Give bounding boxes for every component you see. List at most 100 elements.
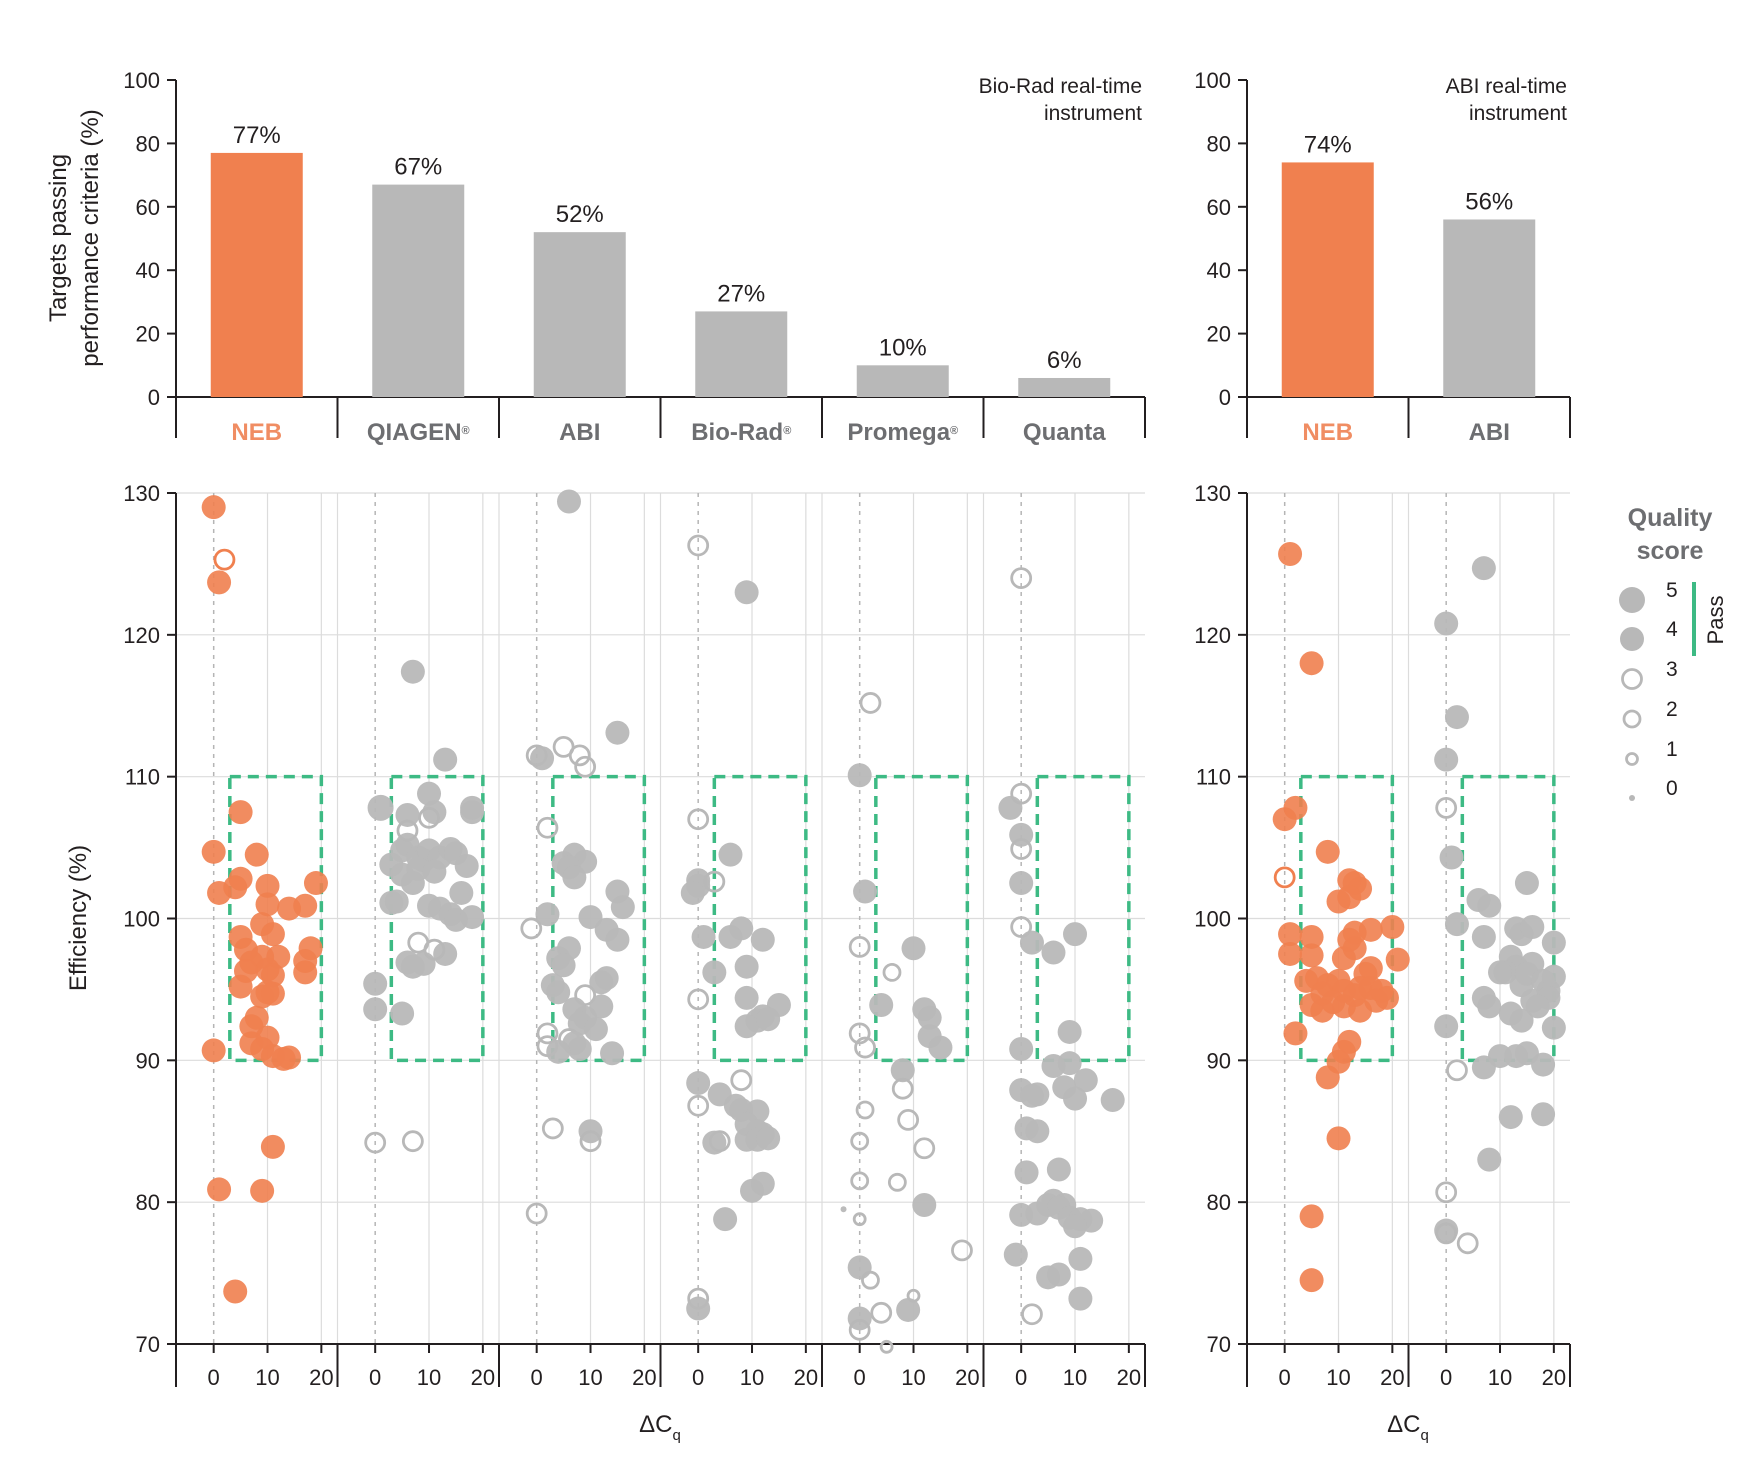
legend-score-label: 2 [1666, 698, 1678, 721]
data-point-quanta [1041, 1054, 1066, 1079]
data-point-bio-rad [718, 842, 743, 867]
data-point-bio-rad [734, 580, 759, 605]
data-point-neb [207, 880, 232, 905]
y-tick-label: 90 [136, 1048, 160, 1073]
y-tick-label: 80 [1207, 131, 1231, 156]
y-tick-label: 100 [123, 68, 160, 93]
data-point-promega [840, 1206, 847, 1213]
data-point-quanta [1003, 1242, 1028, 1267]
data-point-abi [530, 746, 555, 771]
data-point-qiagen [401, 1130, 424, 1153]
data-point-neb [1272, 807, 1297, 832]
data-point-neb [1299, 1204, 1324, 1229]
data-point-promega [848, 1318, 871, 1341]
data-point-abi [568, 744, 591, 767]
bar-value-label: 10% [879, 334, 927, 361]
data-point-bio-rad [687, 1094, 710, 1117]
data-point-neb [1283, 1021, 1308, 1046]
data-point-quanta [1068, 1286, 1093, 1311]
data-point-abi [1435, 1181, 1458, 1204]
data-point-promega [890, 1058, 915, 1083]
y-tick-label: 20 [1207, 322, 1231, 347]
data-point-abi [1446, 1059, 1468, 1082]
legend-score-label: 0 [1666, 777, 1678, 800]
legend-score-label: 5 [1666, 579, 1678, 602]
data-point-qiagen [379, 890, 404, 915]
data-point-neb [1337, 885, 1362, 910]
data-point-abi [1541, 930, 1566, 955]
data-point-qiagen [422, 859, 447, 884]
x-tick-label: 0 [692, 1365, 704, 1390]
data-point-neb [1278, 541, 1303, 566]
data-point-quanta [1073, 1068, 1098, 1093]
x-tick-label: 0 [1440, 1365, 1452, 1390]
data-point-abi [536, 1022, 559, 1045]
data-point-neb [293, 960, 318, 985]
data-point-promega [887, 1172, 907, 1192]
y-tick-label: 130 [1194, 481, 1231, 506]
y-axis-title: performance criteria (%) [77, 109, 104, 366]
data-point-abi [1514, 871, 1539, 896]
data-point-quanta [1021, 1303, 1043, 1326]
x-tick-label: 10 [255, 1365, 279, 1390]
data-point-neb [250, 1178, 275, 1203]
data-point-quanta [1010, 916, 1033, 938]
data-point-qiagen [417, 781, 442, 806]
data-point-neb [255, 892, 280, 917]
data-point-qiagen [363, 997, 388, 1022]
data-point-qiagen [396, 819, 419, 842]
x-tick-label: 0 [854, 1365, 866, 1390]
data-point-qiagen [367, 794, 394, 821]
data-point-quanta [1014, 1160, 1039, 1185]
data-point-quanta [1010, 838, 1033, 860]
data-point-neb [1310, 998, 1335, 1023]
bar-abi [533, 232, 626, 397]
legend-marker [1622, 709, 1642, 729]
data-point-promega [869, 993, 894, 1018]
data-point-abi [605, 927, 630, 952]
data-point-promega [928, 1035, 953, 1060]
data-point-promega [850, 1131, 870, 1151]
data-point-neb [1380, 915, 1405, 940]
data-point-neb [1385, 947, 1410, 972]
data-point-qiagen [400, 659, 425, 684]
data-point-qiagen [363, 971, 388, 996]
data-point-quanta [1010, 567, 1033, 589]
category-label: QIAGEN® [367, 419, 470, 446]
data-point-neb [228, 800, 253, 825]
data-point-abi [1531, 1102, 1556, 1127]
x-tick-label: 20 [794, 1365, 818, 1390]
data-point-qiagen [433, 941, 458, 966]
data-point-neb [1315, 1065, 1340, 1090]
y-tick-label: 120 [1194, 623, 1231, 648]
bar-value-label: 6% [1047, 347, 1082, 374]
data-point-abi [1444, 705, 1469, 730]
data-point-abi [562, 865, 587, 890]
data-point-abi [1525, 994, 1550, 1019]
data-point-bio-rad [702, 1130, 727, 1155]
data-point-neb [1273, 866, 1296, 889]
x-tick-label: 0 [1015, 1365, 1027, 1390]
data-point-abi [1477, 1147, 1502, 1172]
data-point-promega [854, 1036, 876, 1059]
data-point-promega [901, 936, 926, 961]
category-label: NEB [1302, 419, 1353, 446]
y-tick-label: 90 [1207, 1048, 1231, 1073]
y-tick-label: 20 [136, 322, 160, 347]
data-point-bio-rad [734, 954, 759, 979]
data-point-neb [277, 1045, 302, 1070]
data-point-quanta [1100, 1088, 1125, 1113]
y-tick-label: 60 [1207, 195, 1231, 220]
data-point-abi [610, 895, 635, 920]
data-point-qiagen [364, 1131, 387, 1154]
y-tick-label: 70 [1207, 1332, 1231, 1357]
data-point-abi [536, 816, 559, 839]
y-axis-title: Efficiency (%) [65, 845, 92, 991]
data-point-neb [1294, 968, 1319, 993]
bar-value-label: 74% [1304, 131, 1352, 158]
data-point-neb [207, 1177, 232, 1202]
data-point-bio-rad [686, 1296, 711, 1321]
data-point-qiagen [454, 854, 479, 879]
data-point-abi [520, 917, 543, 940]
